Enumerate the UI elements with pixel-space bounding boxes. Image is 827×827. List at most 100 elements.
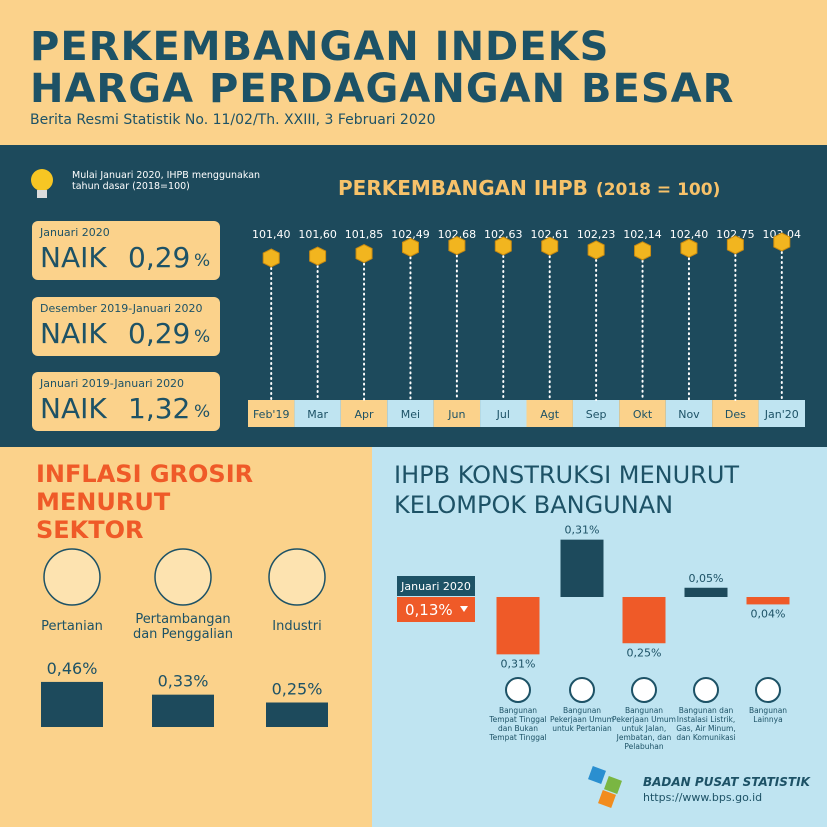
bar: [152, 694, 214, 727]
subtitle: Berita Resmi Statistik No. 11/02/Th. XXI…: [30, 112, 436, 128]
category-icon: [755, 677, 781, 703]
month-label: Des: [725, 408, 746, 421]
value-label: 0,05%: [689, 572, 724, 585]
summary-box: [32, 297, 220, 356]
down-arrow: [460, 606, 468, 612]
summary-unit: %: [194, 327, 211, 347]
cube: [494, 236, 512, 256]
value-label: 0,25%: [272, 680, 323, 699]
category-label: Bangunan dan Instalasi Listrik, Gas, Air…: [676, 706, 736, 742]
value-label: 102,14: [623, 228, 662, 241]
month-cell: [712, 400, 759, 427]
month-label: Sep: [586, 408, 607, 421]
cube: [355, 244, 373, 264]
bulb-base: [37, 190, 47, 198]
month-cell: [758, 400, 805, 427]
sector-icon: [43, 548, 101, 606]
month-cell: [665, 400, 713, 427]
bar: [496, 597, 540, 655]
value-label: 102,68: [438, 228, 477, 241]
month-label: Jan'20: [764, 408, 799, 421]
month-label: Nov: [678, 408, 700, 421]
sector-label: Pertanian: [41, 619, 103, 634]
value-label: 101,85: [345, 228, 384, 241]
month-cell: [433, 400, 481, 427]
category-label: Bangunan Lainnya: [748, 706, 788, 724]
sector-icon: [268, 548, 326, 606]
summary-direction: NAIK: [40, 241, 107, 274]
cube: [541, 236, 559, 256]
sector-bg: [0, 447, 372, 827]
value-label: 0,25%: [627, 646, 662, 659]
note: Mulai Januari 2020, IHPB menggunakan tah…: [72, 170, 261, 192]
value-label: 102,61: [530, 228, 569, 241]
summary-period: Januari 2020: [400, 580, 471, 593]
cube: [401, 237, 419, 257]
logo-part: [598, 790, 616, 808]
month-cell: [572, 400, 620, 427]
title: PERKEMBANGAN INDEKS: [30, 24, 610, 70]
summary-value-bg: [397, 597, 475, 622]
cube: [448, 235, 466, 256]
construction-bg: [372, 447, 827, 827]
month-label: Mar: [307, 408, 328, 421]
bar: [622, 597, 666, 644]
value-label: 101,60: [298, 228, 337, 241]
bar: [684, 587, 728, 597]
cube: [726, 235, 744, 255]
category-icon: [569, 677, 595, 703]
category-icon: [631, 677, 657, 703]
summary-unit: %: [194, 251, 211, 271]
value-label: 0,33%: [158, 672, 209, 691]
sector-label: Industri: [272, 619, 322, 634]
value-label: 0,46%: [47, 659, 98, 678]
bulb-icon: [31, 169, 53, 191]
summary-value: 1,32: [128, 392, 191, 425]
category-label: Bangunan Pekerjaan Umum untuk Pertanian: [550, 706, 614, 733]
category-icon: [693, 677, 719, 703]
month-cell: [480, 400, 527, 427]
summary-direction: NAIK: [40, 392, 107, 425]
month-cell: [248, 400, 295, 427]
value-label: 102,49: [391, 228, 430, 241]
logo-part: [588, 766, 606, 784]
summary-box: [32, 221, 220, 280]
month-cell: [619, 400, 666, 427]
chart-title: IHPB KONSTRUKSI MENURUT KELOMPOK BANGUNA…: [394, 461, 740, 519]
month-label: Jul: [496, 408, 510, 421]
summary-period: Januari 2019-Januari 2020: [40, 377, 185, 390]
month-label: Mei: [401, 408, 420, 421]
cube: [634, 241, 652, 261]
category-label: Bangunan Pekerjaan Umum untuk Jalan, Jem…: [612, 706, 676, 751]
value-label: 0,31%: [501, 657, 536, 670]
header-bg: [0, 0, 827, 145]
month-label: Feb'19: [253, 408, 290, 421]
cube: [680, 238, 698, 258]
summary-box: [32, 372, 220, 431]
cube: [587, 240, 605, 260]
bar: [41, 681, 103, 727]
value-label: 102,63: [484, 228, 523, 241]
summary-value: 0,13%: [405, 601, 453, 619]
org-name: BADAN PUSAT STATISTIK: [643, 775, 810, 789]
summary-period: Desember 2019-Januari 2020: [40, 302, 203, 315]
chart-title-suffix: (2018 = 100): [596, 180, 720, 200]
bar: [560, 539, 604, 597]
logo-part: [604, 776, 622, 794]
summary-unit: %: [194, 402, 211, 422]
value-label: 101,40: [252, 228, 291, 241]
month-cell: [340, 400, 388, 427]
org-url: https://www.bps.go.id: [643, 791, 763, 804]
bar: [746, 597, 790, 605]
chart-title-main: PERKEMBANGAN IHPB: [338, 176, 588, 200]
summary-direction: NAIK: [40, 317, 107, 350]
value-label: 102,40: [670, 228, 709, 241]
category-icon: [505, 677, 531, 703]
month-cell: [294, 400, 341, 427]
summary-value: 0,29: [128, 241, 191, 274]
chart-title: INFLASI GROSIR MENURUT SEKTOR: [36, 460, 254, 544]
sector-icon: [154, 548, 212, 606]
bar: [266, 702, 328, 727]
